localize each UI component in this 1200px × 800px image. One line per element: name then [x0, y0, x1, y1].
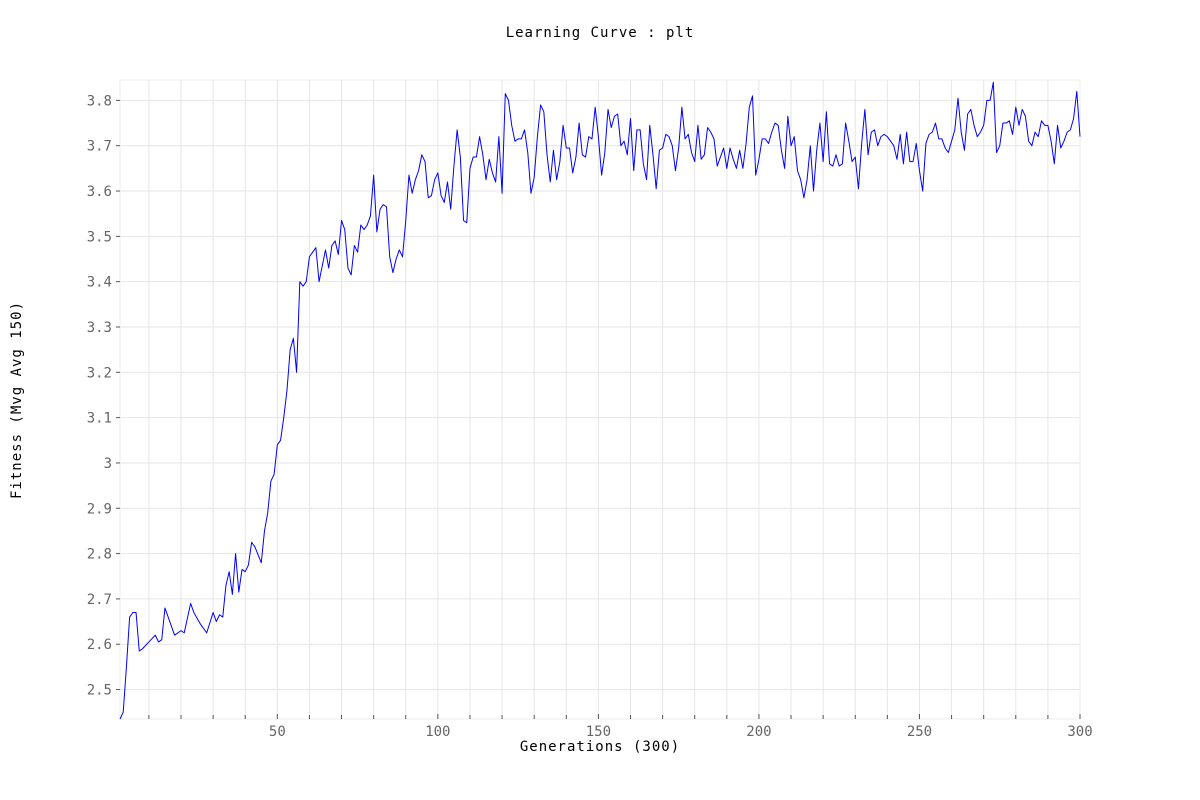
y-tick-label: 3.3: [87, 320, 112, 336]
y-tick-label: 3: [104, 456, 112, 472]
x-tick-label: 300: [1067, 724, 1092, 740]
y-tick-label: 2.5: [87, 683, 112, 699]
chart-title: Learning Curve : plt: [506, 25, 695, 41]
y-tick-label: 2.6: [87, 637, 112, 653]
y-tick-label: 3.7: [87, 139, 112, 155]
y-tick-label: 2.7: [87, 592, 112, 608]
y-axis-label: Fitness (Mvg Avg 150): [9, 301, 25, 499]
x-axis-label: Generations (300): [520, 739, 680, 755]
y-tick-label: 2.9: [87, 501, 112, 517]
y-tick-label: 3.6: [87, 184, 112, 200]
plot-frame: [119, 79, 1081, 720]
y-tick-label: 3.8: [87, 93, 112, 109]
y-tick-label: 3.4: [87, 275, 112, 291]
x-tick-label: 200: [746, 724, 771, 740]
fitness-series-line: [119, 81, 1081, 720]
x-tick-label: 50: [269, 724, 286, 740]
y-tick-label: 2.8: [87, 547, 112, 563]
y-tick-label: 3.2: [87, 365, 112, 381]
x-tick-label: 250: [907, 724, 932, 740]
x-tick-label: 100: [425, 724, 450, 740]
x-tick-label: 150: [586, 724, 611, 740]
y-tick-label: 3.5: [87, 229, 112, 245]
plot-area: 2.5 2.6 2.7 2.8 2.9 3 3.1 3.2 3.3 3.4 3.5 3.6 3.7 3.8…: [87, 79, 1093, 740]
y-tick-label: 3.1: [87, 411, 112, 427]
